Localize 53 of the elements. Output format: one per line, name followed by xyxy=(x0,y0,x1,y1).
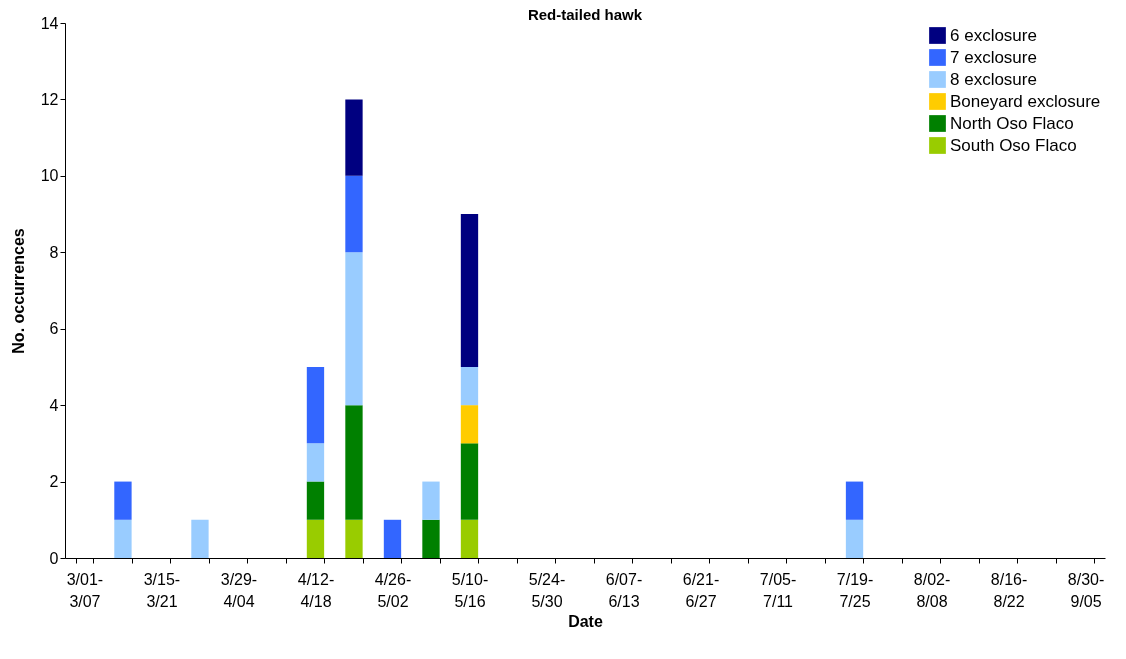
bar xyxy=(845,519,864,558)
bar xyxy=(460,519,479,558)
y-axis-title: No. occurrences xyxy=(9,228,27,354)
chart-title: Red-tailed hawk xyxy=(527,6,643,23)
y-tick-label: 12 xyxy=(40,90,59,108)
bar xyxy=(306,481,325,520)
bar xyxy=(306,443,325,482)
bar xyxy=(114,481,132,520)
bar xyxy=(845,481,864,520)
x-tick-label: 6/21-6/27 xyxy=(682,570,720,610)
legend-label: South Oso Flaco xyxy=(950,135,1077,155)
x-tick-label: 8/16-8/22 xyxy=(990,570,1028,610)
bar xyxy=(460,443,479,520)
legend-label: 7 exclosure xyxy=(950,47,1037,67)
y-tick-label: 4 xyxy=(49,396,59,414)
y-tick-label: 2 xyxy=(49,473,59,491)
x-tick-label: 3/01-3/07 xyxy=(66,570,104,610)
bar xyxy=(460,366,479,406)
x-tick-label: 5/24-5/30 xyxy=(528,570,566,610)
y-tick-label: 6 xyxy=(49,320,59,338)
x-tick-label: 4/26-5/02 xyxy=(374,570,412,610)
bar xyxy=(345,175,363,253)
bar xyxy=(460,214,479,367)
y-tick-label: 8 xyxy=(49,243,59,261)
bar xyxy=(306,366,325,444)
legend-label: North Oso Flaco xyxy=(950,113,1074,133)
bar xyxy=(345,252,363,406)
bar xyxy=(422,481,440,520)
bar xyxy=(114,519,132,558)
x-tick-label: 3/29-4/04 xyxy=(220,570,258,610)
x-tick-label: 6/07-6/13 xyxy=(605,570,643,610)
bar xyxy=(345,405,363,520)
y-tick-label: 0 xyxy=(49,549,59,567)
bar xyxy=(460,405,479,444)
bar xyxy=(383,519,402,558)
x-tick-label: 4/12-4/18 xyxy=(297,570,335,610)
x-tick-label: 7/19-7/25 xyxy=(836,570,874,610)
y-tick-label: 14 xyxy=(40,14,59,32)
x-tick-label: 5/10-5/16 xyxy=(451,570,489,610)
x-tick-label: 8/02-8/08 xyxy=(913,570,951,610)
x-tick-label: 8/30-9/05 xyxy=(1067,570,1105,610)
bar xyxy=(191,519,209,558)
legend-label: 6 exclosure xyxy=(950,25,1037,45)
x-tick-label: 3/15-3/21 xyxy=(143,570,181,610)
bar xyxy=(306,519,325,558)
legend-label: 8 exclosure xyxy=(950,69,1037,89)
bar xyxy=(345,99,363,176)
legend-label: Boneyard exclosure xyxy=(950,91,1101,111)
x-tick-label: 7/05-7/11 xyxy=(759,570,797,610)
bar xyxy=(345,519,363,558)
x-axis-title: Date xyxy=(568,612,603,630)
y-tick-label: 10 xyxy=(40,167,59,185)
bar xyxy=(422,519,440,558)
